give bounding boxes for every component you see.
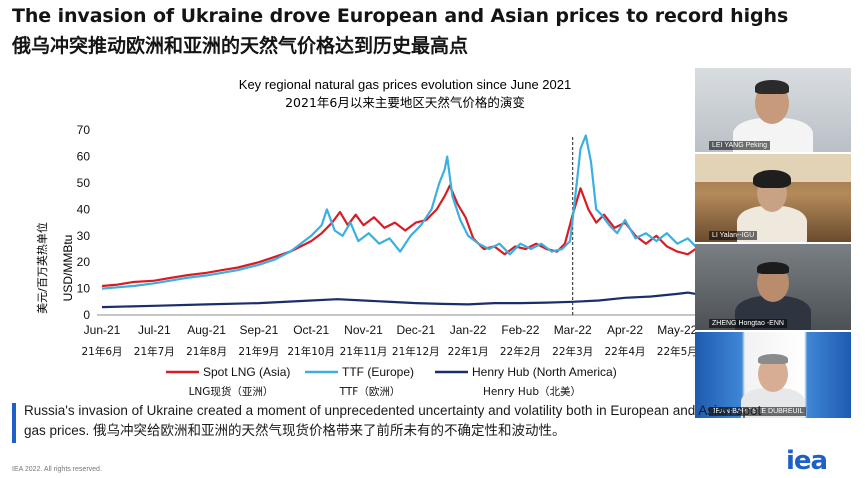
y-axis-label-chinese: 美元/百万英热单位 [35,222,49,314]
participant-name: LEI YANG Peking [709,141,770,150]
legend-label-chinese: Henry Hub（北美） [483,385,581,398]
participant-name: LI Yalan--IGU [709,231,758,240]
x-tick-label: Oct-21 [293,323,329,337]
y-axis-label: USD/MMBtu [61,235,75,302]
x-tick-label-chinese: 22年5月 [657,345,698,358]
caption-text: Russia's invasion of Ukraine created a m… [24,401,784,441]
gas-price-chart: Key regional natural gas prices evolutio… [35,77,698,398]
chart-title: Key regional natural gas prices evolutio… [239,77,571,92]
y-tick-label: 20 [77,255,91,269]
slide-title-chinese: 俄乌冲突推动欧洲和亚洲的天然气价格达到历史最高点 [12,35,469,57]
x-tick-label-chinese: 22年4月 [604,345,645,358]
x-tick-label: Dec-21 [396,323,435,337]
participant-name: ZHENG Hongtao -ENN [709,319,787,328]
x-tick-label-chinese: 21年7月 [134,345,175,358]
y-tick-label: 50 [77,176,91,190]
x-tick-label-chinese: 22年1月 [448,345,489,358]
x-tick-label: May-22 [657,323,697,337]
legend-label: Henry Hub (North America) [472,365,617,379]
chart-subtitle: 2021年6月以来主要地区天然气价格的演变 [285,95,525,110]
y-tick-label: 60 [77,150,91,164]
caption-accent-bar [12,403,16,443]
x-tick-label-chinese: 21年6月 [81,345,122,358]
x-tick-label: Nov-21 [344,323,383,337]
legend-label: Spot LNG (Asia) [203,365,290,379]
legend-label-chinese: LNG现货（亚洲） [189,385,274,398]
y-tick-label: 30 [77,229,91,243]
y-tick-label: 0 [83,308,90,322]
x-tick-label-chinese: 22年2月 [500,345,541,358]
x-tick-label: Sep-21 [240,323,279,337]
video-tile-1[interactable]: LEI YANG Peking [695,68,851,152]
y-tick-label: 70 [77,123,91,137]
x-tick-label-chinese: 21年12月 [392,345,440,358]
x-tick-label: Feb-22 [501,323,539,337]
series-line-1 [101,184,697,288]
y-tick-label: 40 [77,202,91,216]
x-tick-label-chinese: 22年3月 [552,345,593,358]
video-tile-3[interactable]: ZHENG Hongtao -ENN [695,244,851,330]
x-tick-label-chinese: 21年8月 [186,345,227,358]
caption-english: Russia's invasion of Ukraine created a m… [24,403,762,438]
caption-chinese: 俄乌冲突给欧洲和亚洲的天然气现货价格带来了前所未有的不确定性和波动性。 [93,423,566,438]
copyright-text: IEA 2022. All rights reserved. [12,466,102,473]
x-tick-label: Mar-22 [554,323,592,337]
y-tick-label: 10 [77,282,91,296]
x-tick-label-chinese: 21年9月 [238,345,279,358]
legend-label: TTF (Europe) [342,365,414,379]
legend-label-chinese: TTF（欧洲） [339,386,401,398]
series-line-2 [101,134,697,290]
x-tick-label: Apr-22 [607,323,643,337]
x-tick-label: Jun-21 [84,323,121,337]
slide-title: The invasion of Ukraine drove European a… [12,5,789,27]
x-tick-label: Jul-21 [138,323,171,337]
participant-name: JEAN-BAPTISTE DUBREUIL [709,407,807,416]
x-tick-label-chinese: 21年10月 [287,345,335,358]
x-tick-label: Aug-21 [187,323,226,337]
video-tile-4[interactable]: JEAN-BAPTISTE DUBREUIL [695,332,851,418]
x-tick-label: Jan-22 [450,323,487,337]
iea-logo: iea [786,446,828,476]
video-tile-2[interactable]: LI Yalan--IGU [695,154,851,242]
series-line-3 [101,291,696,309]
x-tick-label-chinese: 21年11月 [340,345,388,358]
